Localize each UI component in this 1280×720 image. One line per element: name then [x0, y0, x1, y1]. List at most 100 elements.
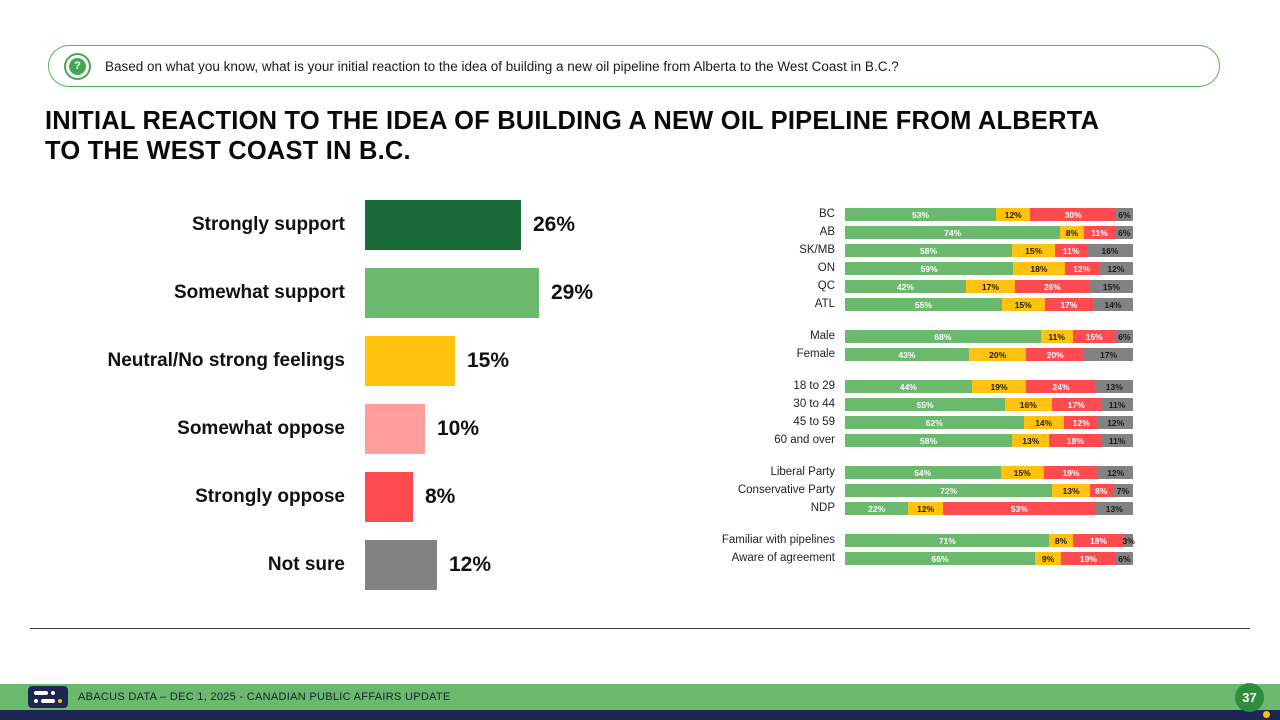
bar-label-strongly-oppose: Strongly oppose [195, 486, 345, 507]
subgroup-row-conservative-party: Conservative Party 72% 13% 8% 7% [660, 484, 1133, 497]
stacked-bar-qc: 42% 17% 26% 15% [845, 280, 1133, 293]
stacked-bar-liberal-party: 54% 15% 19% 12% [845, 466, 1133, 479]
logo-bead [58, 699, 62, 703]
segment-neutral: 8% [1049, 534, 1073, 547]
segment-oppose: 12% [1063, 416, 1099, 429]
segment-neutral: 20% [968, 348, 1027, 361]
stacked-bar-atl: 55% 15% 17% 14% [845, 298, 1133, 311]
segment-not-sure: 11% [1101, 398, 1133, 411]
bar-neutral-no-strong-feelings [365, 336, 455, 386]
subgroup-row-on: ON 59% 18% 12% 12% [660, 262, 1133, 275]
bar-row-neutral-no-strong-feelings: Neutral/No strong feelings 15% [45, 336, 593, 386]
segment-not-sure: 15% [1089, 280, 1133, 293]
subgroup-row-sk-mb: SK/MB 58% 15% 11% 16% [660, 244, 1134, 257]
segment-neutral: 15% [1001, 298, 1045, 311]
subgroup-row-ndp: NDP 22% 12% 53% 13% [660, 502, 1133, 515]
bar-not-sure [365, 540, 437, 590]
segment-neutral: 18% [1013, 262, 1065, 275]
subgroup-label-bc: BC [819, 208, 835, 220]
subgroup-row-bc: BC 53% 12% 30% 6% [660, 208, 1133, 221]
segment-neutral: 12% [996, 208, 1031, 221]
subgroup-label-aware-of-agreement: Aware of agreement [731, 552, 835, 564]
segment-support: 62% [845, 416, 1024, 429]
abacus-data-logo-icon [28, 686, 68, 708]
segment-support: 71% [845, 534, 1050, 547]
segment-oppose: 15% [1072, 330, 1116, 343]
bar-value-neutral-no-strong-feelings: 15% [467, 349, 510, 372]
stacked-bar-30-to-44: 55% 16% 17% 11% [845, 398, 1133, 411]
subgroup-group-party: Liberal Party 54% 15% 19% 12% Conservative Pa… [660, 466, 1133, 515]
segment-support: 58% [845, 244, 1013, 257]
segment-oppose: 17% [1044, 298, 1094, 311]
subgroup-row-familiar-with-pipelines: Familiar with pipelines 71% 8% 18% 3% [660, 534, 1135, 547]
stacked-bar-female: 43% 20% 20% 17% [845, 348, 1133, 361]
bar-value-somewhat-oppose: 10% [437, 417, 480, 440]
subgroup-label-liberal-party: Liberal Party [770, 466, 835, 478]
page-title: INITIAL REACTION TO THE IDEA OF BUILDING… [45, 106, 1220, 166]
subgroup-label-sk-mb: SK/MB [799, 244, 835, 256]
subgroup-label-ab: AB [819, 226, 835, 238]
segment-oppose: 17% [1051, 398, 1101, 411]
subgroup-row-liberal-party: Liberal Party 54% 15% 19% 12% [660, 466, 1133, 479]
subgroup-label-18-to-29: 18 to 29 [793, 380, 835, 392]
question-box: ? Based on what you know, what is your i… [48, 45, 1220, 87]
segment-not-sure: 6% [1115, 330, 1134, 343]
segment-oppose: 8% [1089, 484, 1113, 497]
bar-somewhat-oppose [365, 404, 425, 454]
subgroup-row-aware-of-agreement: Aware of agreement 66% 9% 19% 6% [660, 552, 1133, 565]
subgroup-row-qc: QC 42% 17% 26% 15% [660, 280, 1133, 293]
footer-divider [30, 628, 1250, 629]
bar-row-not-sure: Not sure 12% [45, 540, 593, 590]
subgroup-label-conservative-party: Conservative Party [737, 484, 835, 496]
stacked-bar-male: 68% 11% 15% 6% [845, 330, 1134, 343]
bar-value-strongly-support: 26% [533, 213, 576, 236]
segment-oppose: 19% [1061, 552, 1116, 565]
bar-value-not-sure: 12% [449, 553, 492, 576]
segment-not-sure: 14% [1093, 298, 1133, 311]
segment-support: 44% [845, 380, 972, 393]
segment-support: 68% [845, 330, 1041, 343]
stacked-bar-ndp: 22% 12% 53% 13% [845, 502, 1133, 515]
segment-not-sure: 16% [1086, 244, 1134, 257]
segment-not-sure: 12% [1098, 416, 1133, 429]
segment-oppose: 19% [1043, 466, 1099, 479]
segment-support: 74% [845, 226, 1061, 239]
bar-row-strongly-support: Strongly support 26% [45, 200, 593, 250]
segment-support: 72% [845, 484, 1053, 497]
segment-neutral: 16% [1005, 398, 1052, 411]
segment-neutral: 12% [908, 502, 943, 515]
segment-not-sure: 6% [1115, 226, 1133, 239]
subgroup-row-male: Male 68% 11% 15% 6% [660, 330, 1134, 343]
subgroup-label-60-and-over: 60 and over [774, 434, 835, 446]
page-number-badge: 37 [1235, 683, 1264, 712]
subgroup-group-age: 18 to 29 44% 19% 24% 13% 30 to 44 55% 16% 17% 11%… [660, 380, 1134, 447]
subgroup-row-18-to-29: 18 to 29 44% 19% 24% 13% [660, 380, 1133, 393]
stacked-bar-18-to-29: 44% 19% 24% 13% [845, 380, 1133, 393]
subgroup-label-atl: ATL [814, 298, 835, 310]
subgroup-row-45-to-59: 45 to 59 62% 14% 12% 12% [660, 416, 1133, 429]
bar-strongly-oppose [365, 472, 413, 522]
page-title-line-1: INITIAL REACTION TO THE IDEA OF BUILDING… [45, 107, 1100, 135]
segment-neutral: 15% [1000, 466, 1044, 479]
stacked-bar-familiar-with-pipelines: 71% 8% 18% 3% [845, 534, 1135, 547]
bar-label-strongly-support: Strongly support [191, 214, 345, 235]
segment-oppose: 11% [1083, 226, 1116, 239]
subgroup-label-30-to-44: 30 to 44 [793, 398, 835, 410]
stacked-bar-45-to-59: 62% 14% 12% 12% [845, 416, 1133, 429]
subgroup-label-ndp: NDP [810, 502, 835, 514]
segment-oppose: 18% [1072, 534, 1125, 547]
bar-row-somewhat-support: Somewhat support 29% [45, 268, 593, 318]
segment-support: 22% [845, 502, 909, 515]
segment-oppose: 26% [1014, 280, 1090, 293]
stacked-bar-on: 59% 18% 12% 12% [845, 262, 1133, 275]
bar-strongly-support [365, 200, 521, 250]
subgroup-group-region: BC 53% 12% 30% 6% AB 74% 8% 11% 6% SK/MB 58% 15% 11% 1… [660, 208, 1134, 311]
segment-not-sure: 3% [1122, 534, 1135, 547]
segment-not-sure: 12% [1098, 466, 1133, 479]
bar-label-neutral-no-strong-feelings: Neutral/No strong feelings [107, 350, 345, 371]
segment-not-sure: 13% [1095, 502, 1133, 515]
bar-label-somewhat-oppose: Somewhat oppose [177, 418, 345, 439]
bar-row-somewhat-oppose: Somewhat oppose 10% [45, 404, 593, 454]
stacked-bar-bc: 53% 12% 30% 6% [845, 208, 1133, 221]
